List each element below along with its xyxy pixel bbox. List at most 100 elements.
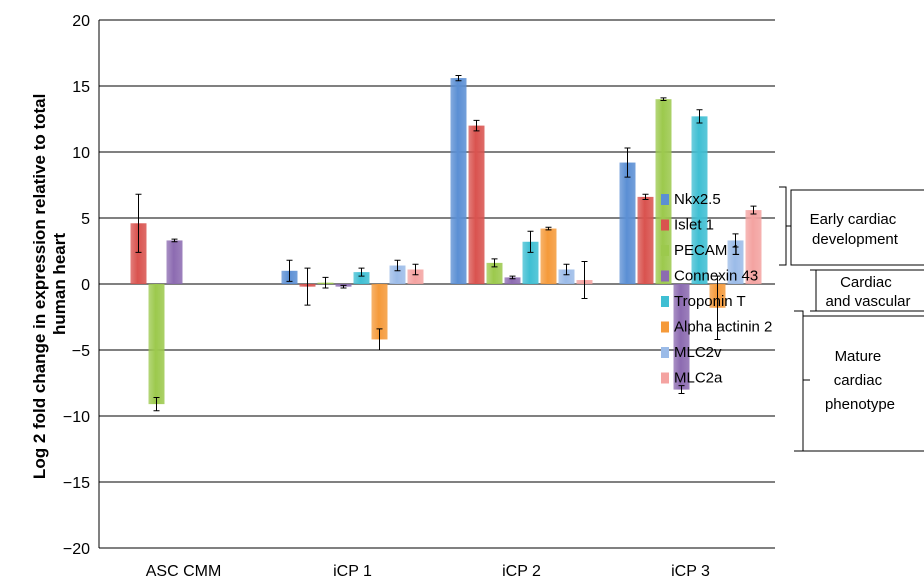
- bar-islet-1-asc-cmm: [130, 223, 147, 284]
- annotation-early: Early cardiac development: [810, 211, 901, 248]
- bar-connexin-43-icp-2: [504, 277, 521, 284]
- y-tick-label: 10: [72, 145, 90, 162]
- annotation-mature-line-3: phenotype: [825, 396, 895, 413]
- error-bar: [376, 328, 383, 351]
- error-bar: [624, 147, 631, 178]
- grid-lines: [99, 19, 775, 549]
- y-tick-label: −5: [72, 343, 90, 360]
- error-bar: [678, 385, 685, 395]
- legend-label: Troponin T: [674, 293, 746, 310]
- x-tick-label: iCP 3: [671, 563, 710, 580]
- bar-troponin-t-icp-2: [522, 241, 539, 284]
- annotation-early-line-1: Early cardiac: [810, 211, 897, 228]
- bar-pecam-1-icp-2: [486, 262, 503, 284]
- error-bar: [750, 205, 757, 215]
- y-tick-label: 0: [81, 277, 90, 294]
- x-tick-label: iCP 2: [502, 563, 541, 580]
- error-bar: [732, 233, 739, 248]
- bar-pecam-1-icp-3: [655, 99, 672, 284]
- annotation-mature-line-1: Mature: [835, 348, 882, 365]
- bar-pecam-1-asc-cmm: [148, 284, 165, 405]
- y-tick-label: 5: [81, 211, 90, 228]
- error-bar: [286, 259, 293, 282]
- error-bar: [527, 230, 534, 253]
- group-annotations: Early cardiac development Cardiac and va…: [779, 186, 924, 452]
- bars: [130, 74, 762, 412]
- annotation-cardiac-vascular-line-2: and vascular: [825, 293, 910, 310]
- error-bar: [509, 275, 516, 280]
- bar-mlc2a-icp-1: [407, 269, 424, 284]
- y-axis-label-line-1: Log 2 fold change in expression relative…: [30, 94, 49, 479]
- annotation-cardiac-vascular: Cardiac and vascular: [825, 274, 910, 310]
- error-bar: [394, 259, 401, 272]
- legend-swatch: [661, 296, 669, 307]
- error-bar: [660, 97, 667, 102]
- legend-swatch: [661, 270, 669, 282]
- error-bar: [135, 193, 142, 253]
- bracket-mature: [794, 310, 924, 452]
- error-bar: [153, 397, 160, 412]
- y-tick-label: −10: [63, 409, 90, 426]
- legend-swatch: [661, 372, 669, 384]
- bar-nkx2-5-icp-3: [619, 162, 636, 284]
- error-bar: [455, 74, 462, 82]
- legend-label: Alpha actinin 2: [674, 319, 772, 336]
- error-bar: [473, 119, 480, 132]
- legend-label: PECAM 1: [674, 242, 740, 259]
- bracket-early: [779, 186, 924, 266]
- bar-mlc2a-icp-3: [745, 210, 762, 284]
- legend: Nkx2.5 Islet 1 PECAM 1 Connexin 43 Troponin …: [661, 191, 772, 387]
- bar-nkx2-5-icp-2: [450, 78, 467, 284]
- bracket-cardiac-vascular: [810, 269, 924, 312]
- error-bar: [171, 238, 178, 243]
- legend-swatch: [661, 321, 669, 333]
- error-bar: [358, 267, 365, 277]
- error-bar: [545, 226, 552, 231]
- y-tick-label: −15: [63, 475, 90, 492]
- bar-connexin-43-asc-cmm: [166, 240, 183, 284]
- legend-label: MLC2a: [674, 370, 723, 387]
- annotation-mature: Mature cardiac phenotype: [825, 348, 895, 413]
- error-bar: [642, 193, 649, 201]
- legend-label: Nkx2.5: [674, 191, 721, 208]
- bar-alpha-actinin-2-icp-2: [540, 228, 557, 284]
- annotation-cardiac-vascular-line-1: Cardiac: [840, 274, 892, 291]
- bar-troponin-t-icp-1: [353, 272, 370, 284]
- error-bar: [714, 275, 721, 340]
- error-bar: [322, 276, 329, 289]
- error-bar: [304, 267, 311, 306]
- bar-mlc2v-icp-2: [558, 269, 575, 284]
- y-tick-label: 20: [72, 13, 90, 30]
- bar-troponin-t-icp-3: [691, 116, 708, 284]
- bar-mlc2v-icp-1: [389, 265, 406, 284]
- legend-swatch: [661, 347, 669, 358]
- legend-label: Islet 1: [674, 217, 714, 234]
- x-tick-label: iCP 1: [333, 563, 372, 580]
- error-bar: [581, 261, 588, 300]
- legend-swatch: [661, 219, 669, 231]
- legend-swatch: [661, 194, 669, 205]
- error-bar: [412, 263, 419, 276]
- x-tick-label: ASC CMM: [146, 563, 222, 580]
- bar-islet-1-icp-2: [468, 125, 485, 284]
- bar-islet-1-icp-3: [637, 196, 654, 284]
- y-tick-labels: 20 15 10 5 0 −5 −10 −15 −20: [63, 13, 90, 558]
- annotation-early-line-2: development: [812, 231, 899, 248]
- error-bar: [340, 284, 347, 289]
- y-tick-label: −20: [63, 541, 90, 558]
- legend-label: MLC2v: [674, 344, 722, 361]
- legend-swatch: [661, 245, 669, 256]
- x-tick-labels: ASC CMM iCP 1 iCP 2 iCP 3: [146, 563, 710, 580]
- y-axis-label-line-2: human heart: [50, 233, 69, 335]
- error-bar: [696, 109, 703, 124]
- legend-label: Connexin 43: [674, 268, 758, 285]
- error-bar: [491, 258, 498, 268]
- bar-alpha-actinin-2-icp-1: [371, 284, 388, 340]
- error-bar: [563, 263, 570, 276]
- bar-connexin-43-icp-3: [673, 284, 690, 390]
- y-tick-label: 15: [72, 79, 90, 96]
- annotation-mature-line-2: cardiac: [834, 372, 883, 389]
- y-axis-label: Log 2 fold change in expression relative…: [30, 89, 69, 479]
- bar-mlc2v-icp-3: [727, 240, 744, 284]
